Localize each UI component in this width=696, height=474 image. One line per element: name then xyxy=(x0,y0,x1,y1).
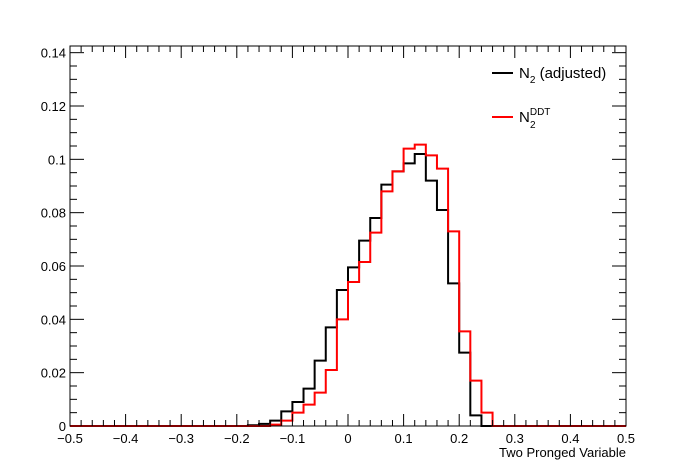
x-tick-label: 0.5 xyxy=(617,431,635,446)
y-tick-label: 0.08 xyxy=(41,206,66,221)
y-tick-label: 0.04 xyxy=(41,312,66,327)
x-tick-label: −0.5 xyxy=(57,431,83,446)
x-tick-label: 0 xyxy=(344,431,351,446)
legend-base: N xyxy=(519,109,530,126)
legend-base: N xyxy=(519,65,530,82)
y-tick-label: 0.1 xyxy=(48,152,66,167)
y-tick-label: 0.12 xyxy=(41,99,66,114)
series-line-n2-ddt xyxy=(70,143,626,427)
legend: N2 (adjusted)NDDT 2 xyxy=(492,65,606,131)
series-layer xyxy=(70,143,626,427)
legend-subscript: 2 xyxy=(530,120,536,131)
x-tick-label: 0.3 xyxy=(506,431,524,446)
legend-entry: NDDT 2 xyxy=(519,107,550,131)
x-tick-label: 0.2 xyxy=(450,431,468,446)
legend-subscript: 2 xyxy=(530,75,536,86)
x-tick-label: 0.1 xyxy=(395,431,413,446)
axis-tick-labels: −0.5 −0.4 −0.3 −0.2 −0.1 0 0.1 0.2 0.3 0.4 0.5 0 0.0… xyxy=(41,46,635,446)
axis-ticks xyxy=(69,46,627,427)
x-tick-label: −0.2 xyxy=(224,431,250,446)
x-tick-label: 0.4 xyxy=(561,431,579,446)
legend-entry: N2 (adjusted) xyxy=(519,65,606,86)
y-tick-label: 0.14 xyxy=(41,46,66,61)
plot-frame xyxy=(69,45,627,427)
x-tick-label: −0.1 xyxy=(280,431,306,446)
y-tick-label: 0 xyxy=(59,419,66,434)
legend-suffix: (adjusted) xyxy=(535,65,606,82)
x-tick-label: −0.4 xyxy=(113,431,139,446)
y-tick-label: 0.02 xyxy=(41,366,66,381)
x-tick-label: −0.3 xyxy=(168,431,194,446)
y-tick-label: 0.06 xyxy=(41,259,66,274)
x-axis-label: Two Pronged Variable xyxy=(499,445,626,460)
legend-superscript: DDT xyxy=(530,107,551,118)
